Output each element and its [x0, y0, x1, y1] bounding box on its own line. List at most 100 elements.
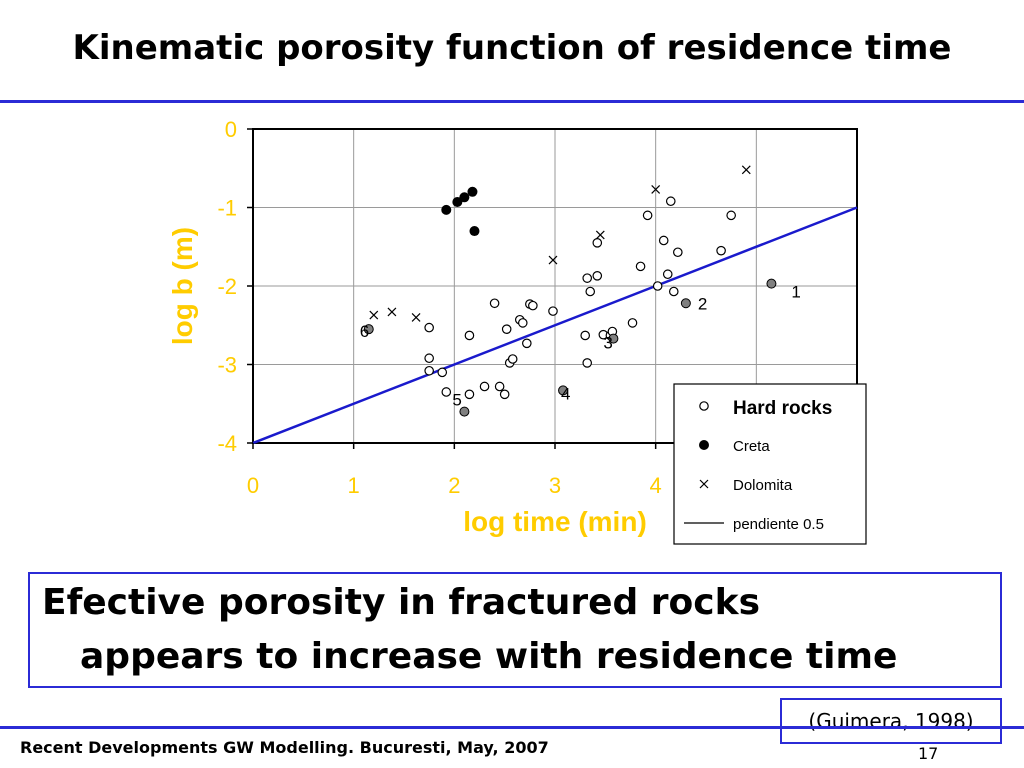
cross-stroke: [548, 255, 558, 265]
x-tick-label: 2: [448, 473, 460, 498]
conclusion-line-1: Efective porosity in fractured rocks: [42, 582, 760, 623]
point-hard-rocks: [592, 238, 603, 248]
axis-ticks: 0 1 2 3 4 0 -1 -2 -3 -4: [217, 117, 661, 498]
marked-point: [363, 324, 374, 335]
marked-point-label: 6: [360, 322, 369, 341]
point-hard-rocks: [635, 261, 646, 272]
x-axis-label: log time (min): [463, 506, 647, 537]
legend: Hard rocks Creta Dolomita pendiente 0.5: [673, 383, 867, 545]
point-hard-rocks: [673, 247, 683, 258]
point-hard-rocks: [585, 286, 596, 297]
point-dolomita: [741, 165, 751, 175]
marked-point-label: 5: [452, 391, 461, 410]
marked-point: [608, 333, 619, 344]
point-hard-rocks: [580, 330, 590, 341]
point-dolomita: [369, 310, 379, 320]
point-creta: [467, 186, 478, 197]
cross-stroke: [369, 310, 379, 320]
point-dolomita: [387, 307, 397, 317]
footer-text: Recent Developments GW Modelling. Bucure…: [20, 738, 549, 757]
point-hard-rocks: [668, 286, 679, 297]
slide-title: Kinematic porosity function of residence…: [72, 28, 952, 68]
bottom-rule: [0, 726, 1024, 729]
point-hard-rocks: [662, 269, 673, 280]
series-line-pendiente: [252, 206, 858, 445]
point-hard-rocks: [464, 330, 475, 341]
scatter-chart: 1 2 3 4 5 6 0 1 2 3 4 0 -1 -2 -3 -4 log b (m) log time…: [167, 117, 867, 545]
point-hard-rocks: [517, 318, 528, 328]
point-hard-rocks: [582, 273, 593, 283]
marked-point-label: 2: [698, 294, 707, 313]
marked-point: [459, 406, 470, 417]
conclusion-line-2: appears to increase with residence time: [80, 636, 898, 677]
y-tick-label: -2: [217, 274, 237, 299]
point-hard-rocks: [548, 306, 558, 316]
x-tick-label: 1: [348, 473, 360, 498]
conclusion-box: Efective porosity in fractured rocks app…: [28, 572, 1002, 688]
point-creta: [469, 226, 480, 237]
data-points: 1 2 3 4 5 6: [360, 165, 801, 417]
point-hard-rocks: [499, 389, 510, 400]
point-dolomita: [595, 230, 605, 240]
x-tick-label: 0: [247, 473, 259, 498]
y-tick-label: 0: [225, 117, 237, 142]
point-hard-rocks: [716, 245, 726, 256]
point-creta: [459, 192, 470, 203]
point-dolomita: [411, 312, 421, 322]
point-hard-rocks: [665, 196, 676, 207]
x-tick-label: 4: [650, 473, 662, 498]
point-hard-rocks: [658, 235, 669, 246]
point-hard-rocks: [726, 210, 736, 221]
point-hard-rocks: [424, 353, 434, 364]
point-hard-rocks: [592, 270, 603, 281]
cross-stroke: [595, 230, 605, 240]
point-hard-rocks: [528, 300, 538, 311]
legend-hard-rocks-label: Hard rocks: [733, 398, 832, 419]
page-number: 17: [918, 744, 939, 763]
legend-dolomita-swatch: [699, 479, 709, 489]
legend-hard-rocks-swatch: [699, 401, 709, 411]
point-hard-rocks: [582, 358, 593, 368]
point-hard-rocks: [424, 322, 434, 333]
legend-creta-label: Creta: [733, 438, 770, 455]
point-hard-rocks: [522, 338, 532, 349]
x-tick-label: 3: [549, 473, 561, 498]
marked-point-label: 3: [603, 334, 612, 353]
y-tick-label: -1: [217, 196, 237, 221]
point-dolomita: [548, 255, 558, 265]
legend-box: [673, 383, 867, 545]
legend-creta-swatch: [699, 440, 709, 450]
point-creta: [452, 197, 463, 208]
marked-point: [766, 278, 777, 289]
point-creta: [441, 204, 452, 215]
point-hard-rocks: [424, 365, 434, 376]
top-rule: [0, 100, 1024, 103]
marked-point-label: 4: [561, 384, 570, 403]
point-dolomita: [651, 185, 661, 194]
cross-stroke: [387, 307, 397, 317]
point-hard-rocks: [627, 318, 638, 328]
point-hard-rocks: [494, 381, 505, 392]
legend-dolomita-label: Dolomita: [733, 477, 793, 494]
point-hard-rocks: [642, 210, 653, 221]
point-hard-rocks: [507, 354, 518, 364]
point-hard-rocks: [501, 324, 512, 334]
marked-point: [558, 385, 569, 396]
cross-stroke: [699, 479, 709, 489]
citation: (Guimera, 1998): [780, 698, 1002, 744]
cross-stroke: [741, 165, 751, 175]
grid: [253, 129, 857, 443]
point-hard-rocks: [441, 387, 452, 397]
point-hard-rocks: [437, 367, 448, 378]
cross-stroke: [651, 185, 661, 194]
point-hard-rocks: [489, 298, 500, 309]
point-hard-rocks: [464, 389, 475, 400]
legend-pendiente-0-5-label: pendiente 0.5: [733, 516, 824, 533]
y-axis-label: log b (m): [167, 227, 198, 345]
y-tick-label: -4: [217, 431, 237, 456]
marked-point-label: 1: [791, 283, 800, 302]
marked-point: [680, 298, 691, 309]
cross-stroke: [411, 312, 421, 322]
y-tick-label: -3: [217, 353, 237, 378]
point-hard-rocks: [479, 381, 490, 392]
